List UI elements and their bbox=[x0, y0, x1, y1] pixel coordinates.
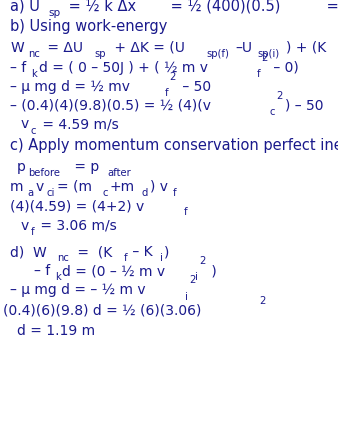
Text: W: W bbox=[10, 41, 24, 55]
Text: f: f bbox=[184, 208, 187, 218]
Text: d: d bbox=[142, 188, 148, 198]
Text: sp: sp bbox=[95, 49, 106, 59]
Text: i: i bbox=[185, 292, 188, 302]
Text: = 50 J: = 50 J bbox=[322, 0, 338, 14]
Text: ): ) bbox=[207, 264, 217, 278]
Text: before: before bbox=[28, 168, 61, 178]
Text: – f: – f bbox=[10, 61, 26, 75]
Text: a) U: a) U bbox=[10, 0, 40, 14]
Text: ) – 50: ) – 50 bbox=[285, 99, 323, 113]
Text: f: f bbox=[173, 188, 177, 198]
Text: d = 1.19 m: d = 1.19 m bbox=[17, 324, 95, 338]
Text: sp: sp bbox=[49, 8, 61, 18]
Text: 2: 2 bbox=[170, 72, 176, 82]
Text: ): ) bbox=[164, 245, 169, 259]
Text: =  (K: = (K bbox=[73, 245, 112, 259]
Text: – 0): – 0) bbox=[269, 61, 299, 75]
Text: c: c bbox=[31, 126, 37, 136]
Text: 2: 2 bbox=[314, 0, 320, 2]
Text: nc: nc bbox=[28, 49, 40, 59]
Text: c: c bbox=[269, 107, 275, 117]
Text: 2: 2 bbox=[199, 256, 206, 266]
Text: v: v bbox=[20, 117, 28, 131]
Text: – f: – f bbox=[34, 264, 50, 278]
Text: 2: 2 bbox=[261, 53, 268, 63]
Text: 2: 2 bbox=[259, 296, 266, 306]
Text: 2: 2 bbox=[276, 91, 283, 101]
Text: v: v bbox=[20, 219, 28, 233]
Text: k: k bbox=[31, 69, 37, 79]
Text: i: i bbox=[195, 272, 198, 283]
Text: a: a bbox=[28, 188, 34, 198]
Text: –U: –U bbox=[236, 41, 253, 55]
Text: – 50: – 50 bbox=[178, 80, 211, 94]
Text: f: f bbox=[123, 254, 127, 264]
Text: +m: +m bbox=[109, 180, 134, 194]
Text: ) v: ) v bbox=[150, 180, 168, 194]
Text: + ΔK = (U: + ΔK = (U bbox=[110, 41, 185, 55]
Text: b) Using work-energy: b) Using work-energy bbox=[10, 19, 168, 34]
Text: – μ mg d = ½ mv: – μ mg d = ½ mv bbox=[10, 80, 130, 94]
Text: ) + (K: ) + (K bbox=[286, 41, 327, 55]
Text: – K: – K bbox=[128, 245, 153, 259]
Text: d = ( 0 – 50J ) + ( ½ m v: d = ( 0 – 50J ) + ( ½ m v bbox=[39, 61, 208, 75]
Text: d)  W: d) W bbox=[10, 245, 47, 259]
Text: f: f bbox=[165, 88, 169, 98]
Text: d = (0 – ½ m v: d = (0 – ½ m v bbox=[62, 264, 165, 278]
Text: 2: 2 bbox=[158, 0, 164, 2]
Text: p: p bbox=[17, 160, 26, 174]
Text: after: after bbox=[107, 168, 131, 178]
Text: – μ mg d = – ½ m v: – μ mg d = – ½ m v bbox=[10, 283, 146, 297]
Text: c: c bbox=[102, 188, 107, 198]
Text: i: i bbox=[160, 254, 163, 264]
Text: (0.4)(6)(9.8) d = ½ (6)(3.06): (0.4)(6)(9.8) d = ½ (6)(3.06) bbox=[3, 304, 202, 318]
Text: v: v bbox=[35, 180, 44, 194]
Text: m: m bbox=[10, 180, 24, 194]
Text: (4)(4.59) = (4+2) v: (4)(4.59) = (4+2) v bbox=[10, 199, 144, 213]
Text: = 4.59 m/s: = 4.59 m/s bbox=[38, 117, 119, 131]
Text: 2: 2 bbox=[189, 276, 195, 286]
Text: sp(i): sp(i) bbox=[258, 49, 280, 59]
Text: = ½ k Δx: = ½ k Δx bbox=[65, 0, 137, 14]
Text: sp(f): sp(f) bbox=[206, 49, 229, 59]
Text: = ½ (400)(0.5): = ½ (400)(0.5) bbox=[166, 0, 281, 14]
Text: = p: = p bbox=[70, 160, 99, 174]
Text: = (m: = (m bbox=[57, 180, 92, 194]
Text: f: f bbox=[257, 69, 260, 79]
Text: k: k bbox=[55, 272, 61, 283]
Text: – (0.4)(4)(9.8)(0.5) = ½ (4)(v: – (0.4)(4)(9.8)(0.5) = ½ (4)(v bbox=[10, 99, 211, 113]
Text: = 3.06 m/s: = 3.06 m/s bbox=[35, 219, 116, 233]
Text: c) Apply momentum conservation perfect inelastic: c) Apply momentum conservation perfect i… bbox=[10, 138, 338, 153]
Text: = ΔU: = ΔU bbox=[43, 41, 83, 55]
Text: f: f bbox=[31, 227, 34, 237]
Text: nc: nc bbox=[57, 254, 69, 264]
Text: ci: ci bbox=[46, 188, 54, 198]
